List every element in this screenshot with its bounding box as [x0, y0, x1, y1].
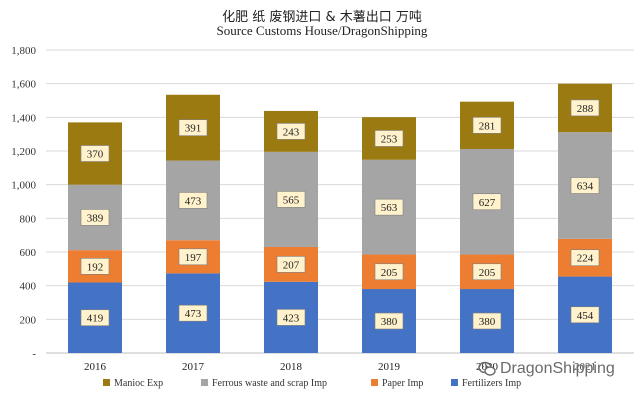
data-label-box: [80, 145, 110, 162]
legend-swatch: [451, 379, 458, 386]
data-label-box: [570, 99, 600, 117]
data-label: 192: [87, 261, 104, 273]
x-tick-label: 2019: [378, 361, 401, 373]
data-label: 454: [577, 310, 594, 322]
data-label: 380: [479, 316, 496, 328]
data-label-box: [178, 119, 208, 136]
data-label: 380: [381, 316, 398, 328]
legend-label: Paper Imp: [382, 378, 423, 389]
data-label-box: [374, 312, 404, 330]
data-label-box: [570, 177, 600, 194]
data-label-box: [178, 304, 208, 322]
data-label-box: [276, 123, 306, 140]
data-label-box: [276, 309, 306, 326]
data-label: 370: [87, 149, 104, 161]
y-tick-label: 800: [20, 213, 37, 225]
data-label: 563: [381, 202, 398, 214]
y-tick-label: 600: [20, 247, 37, 259]
data-label-box: [472, 312, 502, 330]
data-label: 281: [479, 120, 496, 132]
x-tick-label: 2020: [476, 361, 499, 373]
legend-label: Ferrous waste and scrap Imp: [212, 378, 327, 389]
y-tick-label: 400: [20, 281, 37, 293]
data-label-box: [374, 198, 404, 216]
data-label-box: [374, 263, 404, 281]
data-label: 389: [87, 212, 104, 224]
data-label: 423: [283, 312, 300, 324]
legend-swatch: [201, 379, 208, 386]
y-tick-label: 200: [20, 314, 37, 326]
y-tick-label: 1,400: [11, 112, 36, 124]
data-label-box: [472, 263, 502, 281]
data-label: 207: [283, 259, 300, 271]
data-label: 627: [479, 197, 496, 209]
x-tick-label: 2017: [182, 361, 205, 373]
data-label: 288: [577, 103, 594, 115]
data-label-box: [80, 209, 110, 226]
legend-label: Fertilizers Imp: [462, 378, 521, 389]
data-label-box: [276, 256, 306, 273]
data-label: 473: [185, 308, 202, 320]
data-label: 391: [185, 123, 202, 135]
legend-swatch: [371, 379, 378, 386]
data-label-box: [178, 248, 208, 266]
y-tick-label: -: [32, 348, 36, 360]
data-label: 205: [479, 267, 496, 279]
legend-label: Manioc Exp: [114, 378, 163, 389]
data-label-box: [472, 117, 502, 134]
y-tick-label: 1,800: [11, 45, 36, 57]
data-label: 253: [381, 133, 398, 145]
data-label: 243: [283, 126, 300, 138]
x-tick-label: 2021: [574, 361, 596, 373]
data-label-box: [570, 249, 600, 267]
data-label: 473: [185, 195, 202, 207]
x-tick-label: 2016: [84, 361, 107, 373]
chart-title: 化肥 纸 废钢进口 & 木薯出口 万吨: [222, 10, 422, 25]
data-label-box: [472, 193, 502, 211]
data-label: 565: [283, 194, 300, 206]
data-label-box: [570, 306, 600, 324]
data-label: 419: [87, 313, 104, 325]
data-label: 205: [381, 267, 398, 279]
data-label-box: [80, 258, 110, 275]
data-label-box: [178, 192, 208, 209]
data-label: 224: [577, 253, 594, 265]
data-label-box: [80, 309, 110, 327]
data-label: 197: [185, 252, 202, 264]
y-tick-label: 1,200: [11, 146, 36, 158]
chart-subtitle: Source Customs House/DragonShipping: [216, 23, 428, 38]
data-label-box: [374, 130, 404, 147]
x-tick-label: 2018: [280, 361, 303, 373]
data-label-box: [276, 191, 306, 208]
legend-swatch: [103, 379, 110, 386]
y-tick-label: 1,600: [11, 79, 36, 91]
y-tick-label: 1,000: [11, 180, 36, 192]
data-label: 634: [577, 181, 594, 193]
